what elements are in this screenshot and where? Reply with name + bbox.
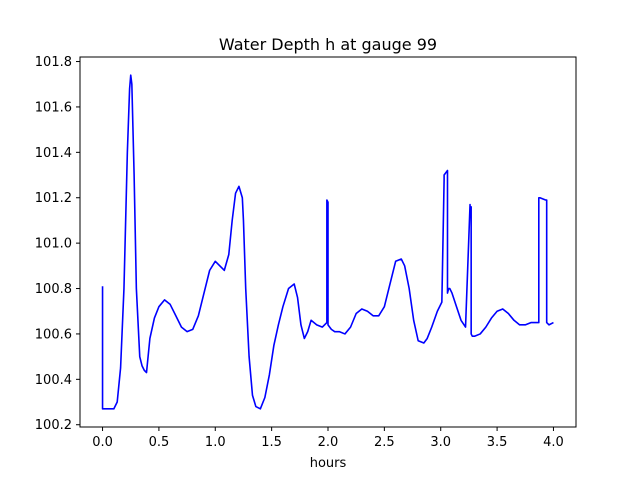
x-tick-label: 1.5 [261, 435, 282, 450]
chart-title: Water Depth h at gauge 99 [219, 35, 437, 54]
y-tick-label: 101.6 [35, 100, 72, 115]
plot-area: 0.0 0.5 1.0 1.5 2.0 2.5 3.0 3.5 4.0 100.2100.410… [35, 55, 577, 450]
x-tick-label: 0.0 [92, 435, 113, 450]
x-axis-label: hours [310, 456, 347, 471]
y-tick-label: 100.2 [35, 418, 72, 433]
y-tick-label: 101.0 [35, 237, 72, 252]
y-axis: 100.2 100.4 100.6 100.8 101.0 101.2 101.4 101.6… [35, 55, 80, 433]
x-tick-label: 1.0 [205, 435, 226, 450]
y-tick-label: 100.8 [35, 282, 72, 297]
y-tick-label: 101.8 [35, 55, 72, 70]
y-tick-label: 100.4 [35, 373, 72, 388]
y-tick-label: 100.6 [35, 327, 72, 342]
series-line [101, 74, 554, 410]
x-axis: 0.0 0.5 1.0 1.5 2.0 2.5 3.0 3.5 4.0 [92, 427, 564, 450]
x-tick-label: 2.0 [318, 435, 339, 450]
y-tick-label: 101.2 [35, 191, 72, 206]
x-tick-label: 3.0 [430, 435, 451, 450]
x-tick-label: 0.5 [149, 435, 170, 450]
x-tick-label: 3.5 [487, 435, 508, 450]
x-tick-label: 2.5 [374, 435, 395, 450]
y-tick-label: 101.4 [35, 146, 72, 161]
x-tick-label: 4.0 [543, 435, 564, 450]
series-layer [101, 74, 554, 410]
